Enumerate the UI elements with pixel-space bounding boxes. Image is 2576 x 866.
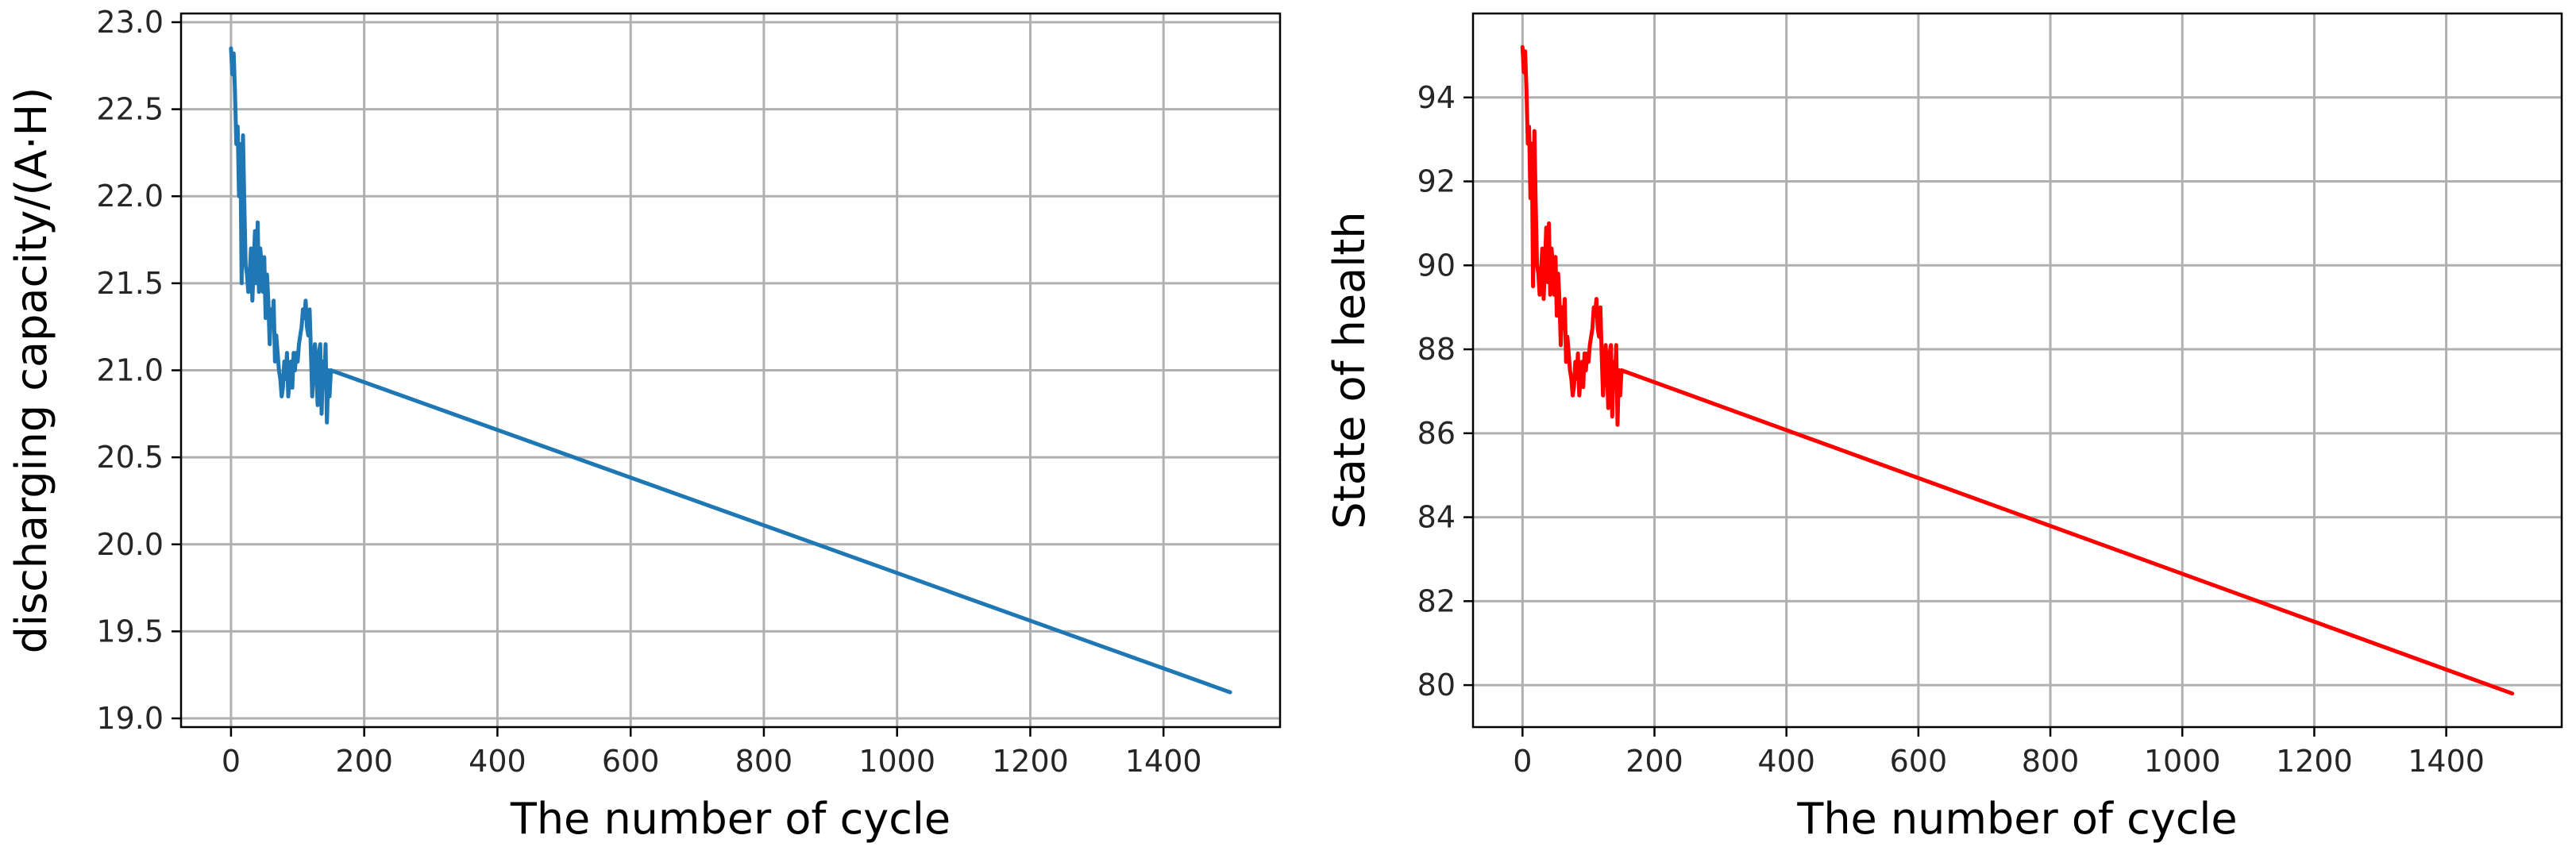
y-axis-title: discharging capacity/(A·H)	[6, 87, 56, 654]
x-tick-label: 0	[222, 744, 241, 779]
x-tick-label: 1400	[1125, 744, 1202, 779]
x-tick-label: 1000	[2144, 744, 2221, 779]
x-tick-label: 200	[335, 744, 393, 779]
x-tick-label: 0	[1513, 744, 1532, 779]
discharging-capacity-chart: 0 200 400 600 800 1000 1200 1400 19.0 19.5 20.0 20.…	[6, 5, 1282, 844]
y-axis-title: State of health	[1325, 211, 1375, 529]
x-tick-label: 1200	[2276, 744, 2353, 779]
x-tick-label: 400	[1757, 744, 1815, 779]
x-tick-label: 1000	[858, 744, 935, 779]
x-tick-label: 200	[1625, 744, 1683, 779]
y-tick-label: 88	[1417, 332, 1456, 367]
x-tick-label: 600	[602, 744, 660, 779]
y-tick-label: 94	[1417, 80, 1456, 115]
x-tick-label: 800	[735, 744, 793, 779]
y-tick-label: 21.5	[96, 266, 164, 301]
state-of-health-chart: 0 200 400 600 800 1000 1200 1400 80 82 84 86 88 90 92 9…	[1325, 12, 2563, 844]
x-tick-label: 800	[2022, 744, 2080, 779]
x-tick-label: 600	[1890, 744, 1948, 779]
y-tick-label: 20.5	[96, 440, 164, 475]
plot-frame	[1471, 12, 2563, 729]
series-line	[1520, 44, 2515, 696]
x-axis-title: The number of cycle	[1796, 794, 2237, 844]
y-tick-label: 90	[1417, 248, 1456, 283]
x-tick-label: 1400	[2408, 744, 2485, 779]
y-tick-label: 86	[1417, 416, 1456, 451]
y-tick-label: 84	[1417, 500, 1456, 535]
y-tick-label: 82	[1417, 583, 1456, 618]
y-tick-label: 21.0	[96, 353, 164, 388]
x-axis-title: The number of cycle	[510, 794, 951, 844]
y-tick-label: 19.5	[96, 614, 164, 649]
y-tick-label: 22.5	[96, 92, 164, 127]
x-tick-label: 400	[469, 744, 526, 779]
y-tick-label: 80	[1417, 668, 1456, 702]
y-tick-label: 20.0	[96, 527, 164, 562]
y-tick-label: 23.0	[96, 5, 164, 40]
y-tick-label: 22.0	[96, 179, 164, 214]
y-tick-label: 92	[1417, 164, 1456, 199]
x-tick-label: 1200	[992, 744, 1069, 779]
series-line	[229, 46, 1232, 695]
y-tick-label: 19.0	[96, 701, 164, 736]
